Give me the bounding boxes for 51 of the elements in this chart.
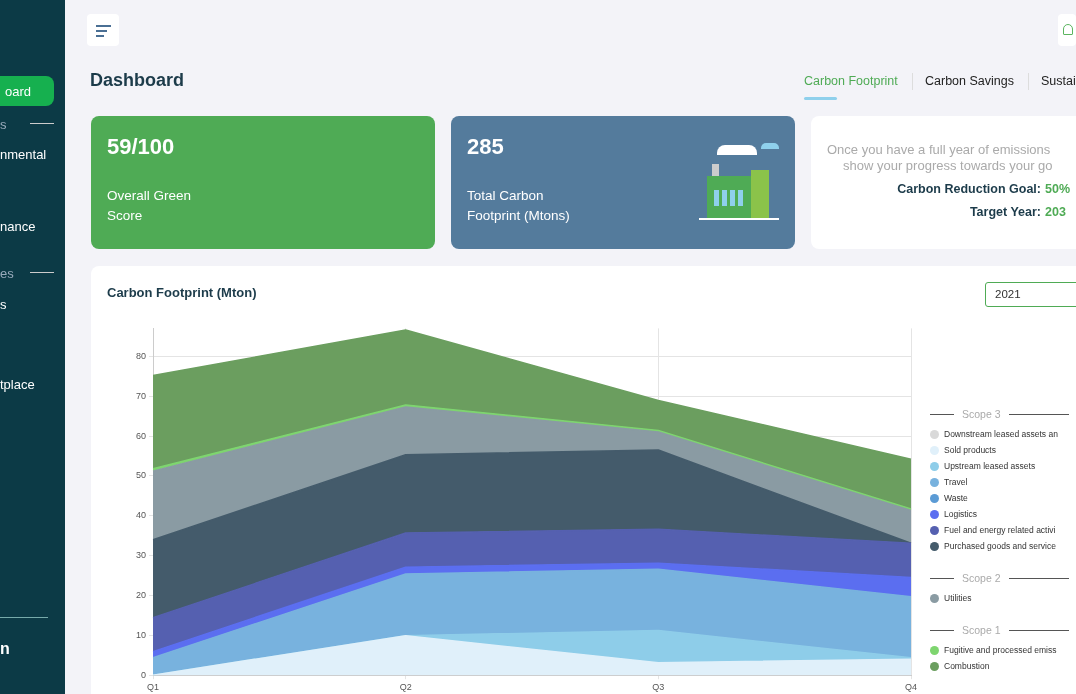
legend-label: Logistics — [944, 509, 978, 519]
text: oard — [5, 84, 32, 99]
text: Dashboard — [90, 70, 185, 91]
y-tick-label: 0 — [141, 669, 147, 680]
text: Scope 1 — [962, 624, 1001, 636]
legend-label: Purchased goods and service — [944, 541, 1056, 551]
text: Overall Green Score — [107, 187, 193, 225]
y-tick-label: 60 — [136, 430, 147, 441]
text: Scope 2 — [962, 572, 1001, 584]
text: 285 — [467, 134, 504, 160]
legend-label: Sold products — [944, 445, 996, 455]
y-tick-label: 10 — [136, 629, 147, 640]
text: 59/100 — [107, 134, 175, 160]
text: s — [0, 297, 7, 312]
text: n — [0, 640, 10, 658]
x-tick-label: Q4 — [904, 682, 918, 693]
x-tick-label: Q1 — [147, 682, 160, 693]
y-tick-label: 20 — [136, 589, 147, 600]
text: s — [0, 117, 7, 132]
text: 50% — [1045, 182, 1071, 196]
text: show your progress towards your go — [843, 158, 1053, 173]
text: Sustai — [1041, 74, 1076, 88]
y-tick-label: 70 — [136, 390, 147, 401]
y-tick-label: 80 — [136, 350, 147, 361]
legend-label: Travel — [944, 477, 968, 487]
legend-label: Combustion — [944, 661, 990, 671]
chart-title: Carbon Footprint (Mton) — [107, 285, 257, 300]
legend-label: Fuel and energy related activi — [944, 525, 1056, 535]
y-tick-label: 40 — [136, 510, 147, 521]
legend-label: Upstream leased assets — [944, 461, 1036, 471]
text: 2021 — [995, 288, 1021, 300]
text: Total Carbon Footprint (Mtons) — [467, 187, 571, 225]
text: 203 — [1045, 205, 1066, 219]
text: tplace — [0, 377, 35, 392]
text: Target Year: — [968, 205, 1041, 219]
legend-label: Fugitive and processed emiss — [944, 645, 1057, 655]
text: nance — [0, 219, 36, 234]
y-tick-label: 50 — [136, 470, 147, 481]
text: es — [0, 266, 14, 281]
legend-label: Downstream leased assets an — [944, 429, 1058, 439]
x-tick-label: Q3 — [652, 682, 665, 693]
text: Scope 3 — [962, 408, 1001, 420]
text: Carbon Footprint — [804, 74, 898, 88]
legend-label: Waste — [944, 493, 968, 503]
text: Once you have a full year of emissions — [827, 142, 1051, 157]
y-tick-label: 30 — [136, 550, 147, 561]
text: Carbon Savings — [925, 74, 1014, 88]
legend-label: Utilities — [944, 593, 972, 603]
text: Carbon Reduction Goal: — [896, 182, 1041, 196]
x-tick-label: Q2 — [399, 682, 412, 693]
text: nmental — [0, 147, 47, 162]
